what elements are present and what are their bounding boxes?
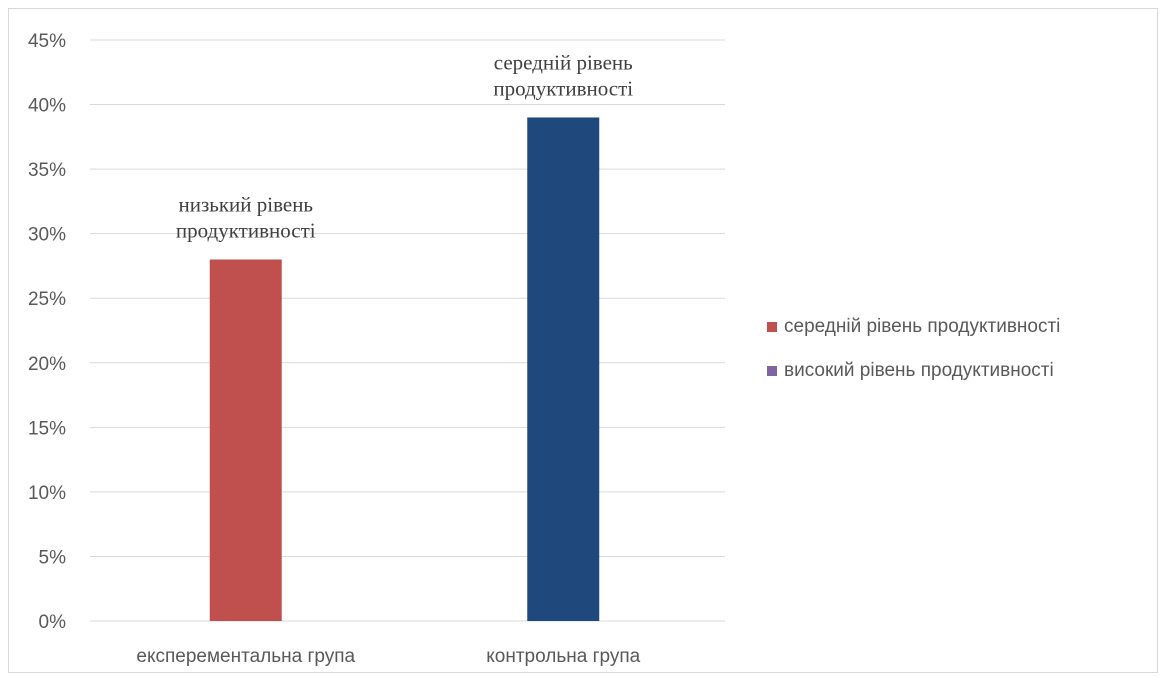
legend-swatch-2: [767, 366, 777, 376]
y-tick-label-7: 35%: [28, 160, 66, 181]
legend-item-2: високий рівень продуктивності: [767, 360, 1147, 382]
bar-data-label-0: низький рівень продуктивності: [176, 192, 316, 242]
legend-label-2: високий рівень продуктивності: [784, 360, 1054, 381]
bar-1: [527, 117, 600, 621]
y-tick-label-4: 20%: [28, 354, 66, 375]
x-axis-category-labels: експерементальна група контрольна група: [136, 646, 640, 667]
gridlines: [90, 39, 725, 622]
y-tick-label-3: 15%: [28, 418, 66, 439]
legend: середній рівень продуктивності високий р…: [767, 316, 1147, 404]
category-label-1: контрольна група: [486, 646, 640, 667]
legend-label-1: середній рівень продуктивності: [784, 316, 1061, 337]
y-tick-label-2: 10%: [28, 483, 66, 504]
bar-data-label-1: середній рівень продуктивності: [493, 50, 633, 100]
y-tick-label-8: 40%: [28, 96, 66, 117]
bars: [209, 117, 600, 621]
legend-swatch-1: [767, 322, 777, 332]
y-tick-label-6: 30%: [28, 225, 66, 246]
category-label-0: експерементальна група: [136, 646, 355, 667]
legend-item-1: середній рівень продуктивності: [767, 316, 1147, 338]
bar-0: [209, 259, 282, 621]
y-tick-label-0: 0%: [39, 612, 67, 633]
y-axis-tick-labels: 0% 5% 10% 15% 20% 25% 30% 35% 40% 45%: [28, 31, 66, 633]
y-tick-label-1: 5%: [39, 547, 67, 568]
y-tick-label-5: 25%: [28, 289, 66, 310]
bar-data-labels: низький рівень продуктивності середній рів…: [176, 50, 633, 242]
y-tick-label-9: 45%: [28, 31, 66, 52]
